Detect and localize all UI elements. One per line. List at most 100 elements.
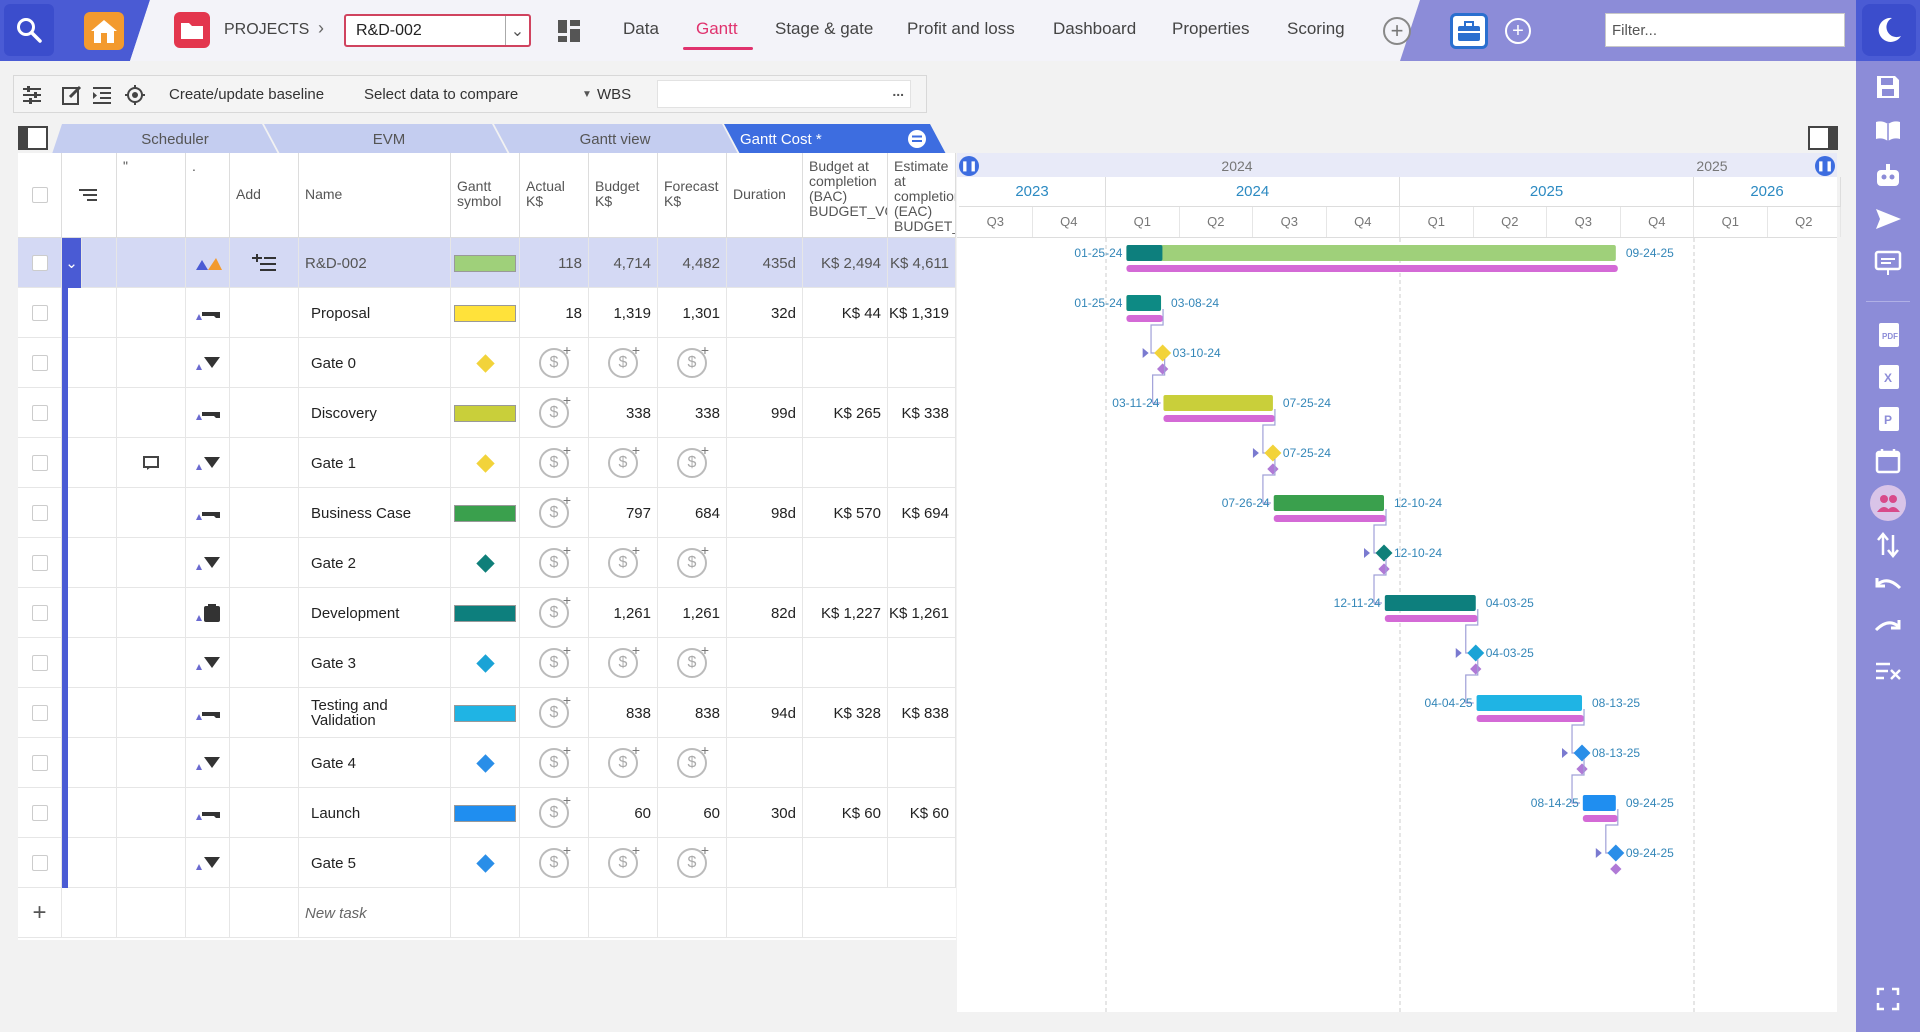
forecast-cell[interactable]: $ (658, 538, 727, 588)
wbs-label[interactable]: WBS (597, 86, 632, 103)
add-cost-icon[interactable]: $ (539, 792, 571, 828)
baseline-bar[interactable] (1273, 515, 1387, 522)
type-cell[interactable] (186, 388, 230, 438)
eac-cell[interactable]: K$ 60 (888, 788, 956, 838)
gantt-progress-bar[interactable] (1126, 245, 1163, 261)
projects-link[interactable]: PROJECTS (224, 21, 310, 38)
add-cost-icon[interactable]: $ (539, 492, 571, 528)
select-all-checkbox[interactable] (31, 187, 48, 203)
assistant-button[interactable] (1870, 157, 1906, 193)
actual-cell[interactable]: $ (520, 738, 589, 788)
row-checkbox[interactable] (31, 405, 48, 421)
select-all-cell[interactable] (18, 153, 62, 238)
symbol-cell[interactable] (451, 438, 520, 488)
notes-cell[interactable] (117, 388, 186, 438)
actual-cell[interactable]: $ (520, 538, 589, 588)
milestone-diamond[interactable] (1154, 344, 1172, 362)
fullscreen-button[interactable] (1870, 981, 1906, 1017)
dependency-arrow[interactable] (1455, 648, 1462, 658)
add-cost-icon[interactable]: $ (539, 442, 571, 478)
type-cell[interactable] (186, 288, 230, 338)
bac-header[interactable]: Budget at completion (BAC) BUDGET_VO (803, 153, 888, 238)
undo-button[interactable] (1870, 569, 1906, 605)
eac-cell[interactable] (888, 538, 956, 588)
duration-cell[interactable]: 82d (727, 588, 803, 638)
dependency-arrow[interactable] (1252, 448, 1259, 458)
type-cell[interactable] (186, 438, 230, 488)
layout-grid-button[interactable] (556, 18, 582, 44)
table-row[interactable]: Gate 4 $ $ $ (18, 738, 956, 788)
symbol-cell[interactable] (451, 288, 520, 338)
eac-cell[interactable]: K$ 4,611 (888, 238, 956, 288)
add-cell[interactable] (230, 338, 299, 388)
new-task-input[interactable]: New task (299, 888, 451, 938)
table-row[interactable]: Gate 5 $ $ $ (18, 838, 956, 888)
tab-scheduler[interactable]: Scheduler (141, 130, 209, 148)
task-name-cell[interactable]: Testing and Validation (299, 688, 451, 738)
type-cell[interactable] (186, 588, 230, 638)
bac-cell[interactable]: K$ 2,494 (803, 238, 888, 288)
row-select-cell[interactable] (18, 388, 62, 438)
tab-scoring[interactable]: Scoring (1287, 19, 1345, 38)
duration-cell[interactable]: 435d (727, 238, 803, 288)
milestone-diamond[interactable] (1264, 444, 1282, 462)
eac-cell[interactable]: K$ 338 (888, 388, 956, 438)
forecast-cell[interactable]: 1,301 (658, 288, 727, 338)
budget-cell[interactable]: $ (589, 538, 658, 588)
eac-cell[interactable]: K$ 1,261 (888, 588, 956, 638)
redo-button[interactable] (1870, 611, 1906, 647)
type-cell[interactable] (186, 788, 230, 838)
task-name-cell[interactable]: Gate 1 (299, 438, 451, 488)
add-cell[interactable] (230, 688, 299, 738)
row-checkbox[interactable] (31, 355, 48, 371)
tab-dashboard[interactable]: Dashboard (1053, 19, 1137, 38)
duration-cell[interactable]: 98d (727, 488, 803, 538)
actual-cell[interactable]: $ (520, 688, 589, 738)
table-row[interactable]: Gate 3 $ $ $ (18, 638, 956, 688)
budget-cell[interactable]: $ (589, 838, 658, 888)
eac-cell[interactable]: K$ 694 (888, 488, 956, 538)
row-select-cell[interactable] (18, 238, 62, 288)
duration-header[interactable]: Duration (727, 153, 803, 238)
row-select-cell[interactable] (18, 738, 62, 788)
add-cost-icon[interactable]: $ (608, 442, 640, 478)
task-name-cell[interactable]: Gate 5 (299, 838, 451, 888)
symbol-cell[interactable] (451, 688, 520, 738)
forecast-cell[interactable]: $ (658, 638, 727, 688)
duration-cell[interactable]: 30d (727, 788, 803, 838)
dependency-arrow[interactable] (1142, 348, 1149, 358)
budget-cell[interactable]: 60 (589, 788, 658, 838)
add-cell[interactable] (230, 588, 299, 638)
row-checkbox[interactable] (31, 755, 48, 771)
notes-cell[interactable] (117, 538, 186, 588)
add-cost-icon[interactable]: $ (539, 692, 571, 728)
bac-cell[interactable]: K$ 44 (803, 288, 888, 338)
row-select-cell[interactable] (18, 688, 62, 738)
eac-cell[interactable] (888, 638, 956, 688)
symbol-cell[interactable] (451, 638, 520, 688)
bac-cell[interactable] (803, 438, 888, 488)
bac-cell[interactable]: K$ 570 (803, 488, 888, 538)
indent-icon[interactable] (92, 85, 112, 108)
team-button[interactable] (1870, 485, 1906, 521)
task-name-cell[interactable]: Gate 3 (299, 638, 451, 688)
notes-cell[interactable] (117, 438, 186, 488)
bac-cell[interactable]: K$ 328 (803, 688, 888, 738)
duration-cell[interactable] (727, 638, 803, 688)
row-select-cell[interactable] (18, 788, 62, 838)
add-cell[interactable] (230, 738, 299, 788)
row-select-cell[interactable] (18, 588, 62, 638)
gantt-bar[interactable] (1273, 495, 1385, 511)
notes-cell[interactable] (117, 588, 186, 638)
notes-cell[interactable] (117, 688, 186, 738)
export-pdf-button[interactable]: PDF (1870, 317, 1906, 353)
row-checkbox[interactable] (31, 805, 48, 821)
new-task-row[interactable]: + New task (18, 888, 956, 938)
duration-cell[interactable]: 32d (727, 288, 803, 338)
actual-cell[interactable]: 18 (520, 288, 589, 338)
task-name-cell[interactable]: Development (299, 588, 451, 638)
row-checkbox[interactable] (31, 705, 48, 721)
add-tab-button[interactable]: + (1383, 17, 1411, 45)
table-row[interactable]: Development $1,261 1,261 82d K$ 1,227 K$ 1,26… (18, 588, 956, 638)
budget-cell[interactable]: 1,319 (589, 288, 658, 338)
